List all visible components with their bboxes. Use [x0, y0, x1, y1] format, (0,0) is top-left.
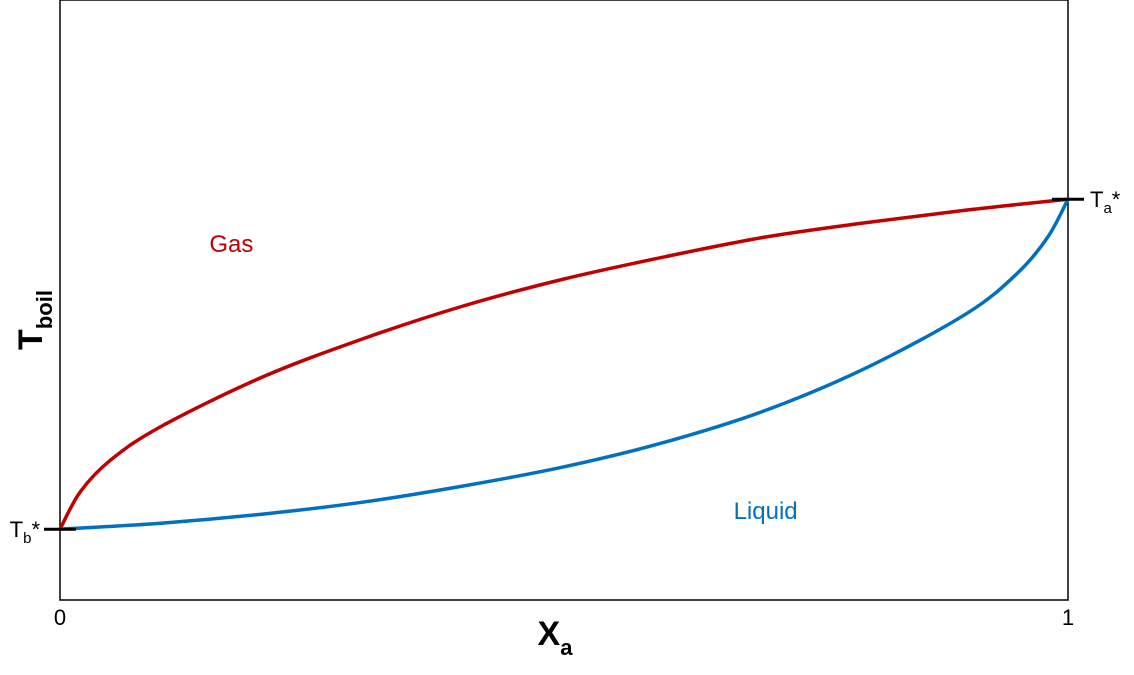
y-tick-label: Tb* — [10, 517, 41, 547]
x-axis-label-subscript: a — [560, 635, 573, 660]
series-line-gas — [58, 197, 1070, 531]
annotation-layer: Gas Liquid — [209, 231, 797, 525]
x-tick-label: 1 — [1062, 605, 1074, 630]
y-tick-label: Ta* — [1090, 187, 1121, 217]
y-axis-label: Tboil — [12, 290, 57, 350]
plot-frame — [59, 0, 1069, 601]
x-axis-label: Xa — [538, 615, 574, 660]
region-label-gas: Gas — [209, 231, 253, 258]
region-label-liquid: Liquid — [734, 498, 798, 525]
x-tick-label: 0 — [54, 605, 66, 630]
series-line-liquid — [58, 197, 1070, 531]
y-axis-label-subscript: boil — [32, 290, 57, 329]
series-layer — [58, 197, 1070, 531]
tick-layer: 0 1 Tb* Ta* — [10, 187, 1121, 630]
